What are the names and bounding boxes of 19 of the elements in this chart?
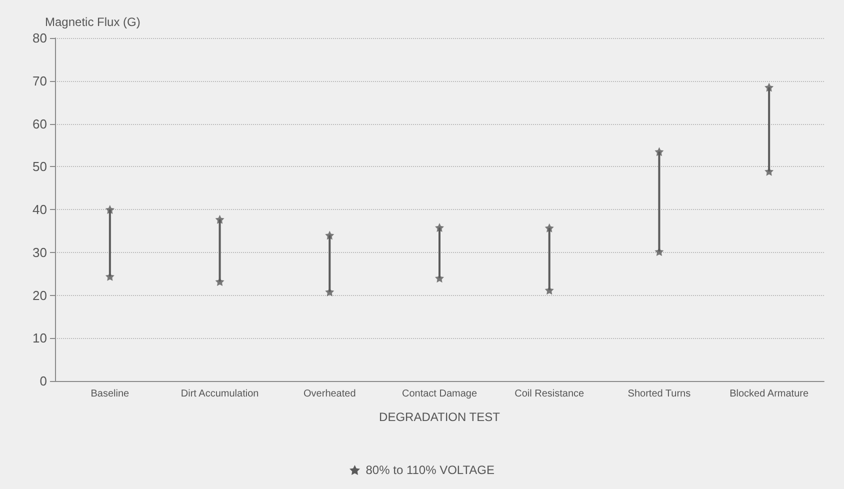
x-tick-label: Dirt Accumulation [180,388,259,400]
x-axis-title: DEGRADATION TEST [379,410,501,424]
x-tick-label: Contact Damage [402,388,478,400]
y-tick-label: 50 [32,159,47,174]
y-tick-label: 70 [32,73,47,88]
y-tick-label: 80 [32,30,47,46]
y-tick-label: 40 [32,202,47,217]
y-tick-label: 20 [32,288,47,303]
y-tick-label: 0 [40,374,47,388]
x-tick-label: Baseline [90,388,130,400]
y-tick-label: 30 [32,244,47,260]
legend-label: 80% to 110% VOLTAGE [366,463,494,477]
y-tick-label: 10 [32,330,47,346]
y-axis-title: Magnetic Flux (G) [45,15,140,29]
x-tick-label: Blocked Armature [730,388,809,400]
x-tick-label: Overheated [304,388,356,400]
x-tick-label: Shorted Turns [628,388,691,400]
x-tick-label: Coil Resistance [514,388,585,400]
y-tick-label: 60 [32,116,47,132]
